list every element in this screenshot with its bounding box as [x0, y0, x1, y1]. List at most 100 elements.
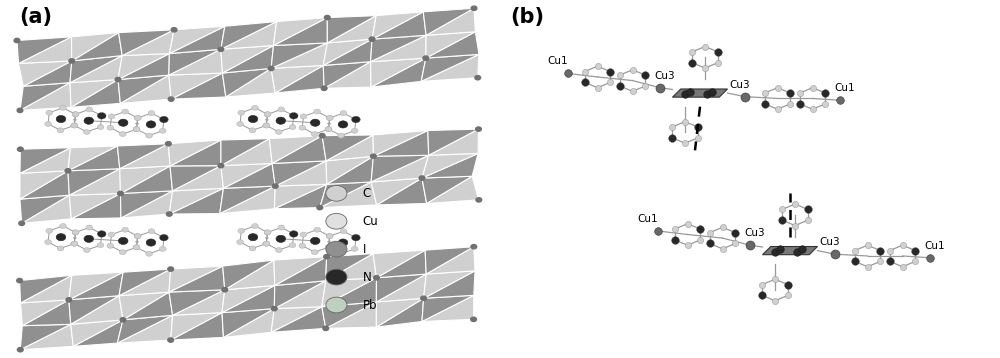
- Polygon shape: [326, 156, 373, 184]
- Circle shape: [107, 243, 114, 248]
- Circle shape: [326, 234, 333, 239]
- Polygon shape: [421, 54, 479, 81]
- Circle shape: [56, 115, 66, 122]
- Circle shape: [314, 109, 321, 114]
- Circle shape: [370, 154, 376, 158]
- Circle shape: [421, 296, 427, 300]
- Polygon shape: [222, 285, 275, 313]
- Circle shape: [326, 241, 347, 257]
- Polygon shape: [68, 146, 120, 171]
- Polygon shape: [69, 169, 120, 195]
- Polygon shape: [20, 148, 71, 173]
- Polygon shape: [371, 155, 429, 182]
- Circle shape: [171, 28, 177, 32]
- Circle shape: [97, 125, 104, 130]
- Circle shape: [289, 243, 296, 248]
- Polygon shape: [20, 324, 73, 350]
- Circle shape: [476, 198, 482, 202]
- Polygon shape: [274, 281, 326, 309]
- Polygon shape: [377, 178, 427, 205]
- Polygon shape: [223, 309, 274, 337]
- Polygon shape: [71, 33, 119, 61]
- Polygon shape: [117, 315, 173, 343]
- Polygon shape: [322, 135, 373, 161]
- Polygon shape: [122, 30, 174, 55]
- Polygon shape: [69, 194, 120, 219]
- Circle shape: [263, 123, 270, 128]
- Polygon shape: [422, 176, 472, 203]
- Circle shape: [119, 250, 126, 255]
- Circle shape: [272, 184, 278, 188]
- Circle shape: [264, 230, 271, 235]
- Circle shape: [237, 121, 243, 126]
- Circle shape: [374, 276, 379, 280]
- Polygon shape: [271, 43, 327, 68]
- Polygon shape: [327, 156, 373, 184]
- Circle shape: [166, 212, 172, 216]
- Circle shape: [168, 267, 174, 271]
- Circle shape: [46, 228, 53, 233]
- Circle shape: [97, 231, 106, 237]
- Polygon shape: [422, 154, 478, 178]
- Polygon shape: [20, 324, 71, 350]
- Circle shape: [108, 114, 115, 119]
- Polygon shape: [371, 35, 426, 62]
- Circle shape: [289, 231, 298, 237]
- Circle shape: [326, 213, 347, 229]
- Text: Cu1: Cu1: [637, 214, 658, 224]
- Polygon shape: [424, 271, 475, 298]
- Polygon shape: [72, 33, 122, 61]
- Text: I: I: [363, 243, 366, 256]
- Circle shape: [160, 234, 168, 241]
- Circle shape: [351, 246, 358, 251]
- Polygon shape: [70, 55, 122, 83]
- Polygon shape: [71, 194, 121, 219]
- Polygon shape: [323, 39, 372, 66]
- Polygon shape: [173, 290, 225, 315]
- Polygon shape: [223, 260, 274, 290]
- Circle shape: [325, 127, 332, 132]
- Polygon shape: [170, 166, 221, 191]
- Polygon shape: [424, 271, 475, 298]
- Polygon shape: [274, 184, 327, 209]
- Polygon shape: [371, 178, 422, 205]
- Circle shape: [115, 77, 121, 82]
- Polygon shape: [426, 32, 479, 58]
- Circle shape: [72, 230, 79, 235]
- Circle shape: [97, 243, 104, 248]
- Circle shape: [338, 251, 344, 256]
- Polygon shape: [173, 166, 223, 191]
- Circle shape: [17, 147, 23, 151]
- Polygon shape: [19, 37, 72, 63]
- Circle shape: [218, 47, 224, 52]
- Circle shape: [326, 115, 333, 120]
- Circle shape: [107, 125, 114, 130]
- Polygon shape: [169, 26, 225, 54]
- Circle shape: [338, 133, 344, 138]
- Circle shape: [146, 121, 156, 128]
- Circle shape: [264, 230, 271, 235]
- Circle shape: [325, 245, 332, 250]
- Polygon shape: [222, 309, 274, 337]
- Polygon shape: [221, 21, 277, 49]
- Polygon shape: [70, 55, 122, 83]
- Circle shape: [86, 107, 93, 112]
- Circle shape: [369, 37, 375, 41]
- Polygon shape: [323, 39, 372, 66]
- Circle shape: [324, 15, 330, 20]
- Polygon shape: [326, 135, 373, 161]
- Polygon shape: [171, 73, 226, 99]
- Circle shape: [120, 318, 126, 322]
- Polygon shape: [69, 272, 123, 300]
- Polygon shape: [20, 83, 70, 110]
- Polygon shape: [121, 191, 173, 218]
- Circle shape: [326, 269, 347, 285]
- Circle shape: [218, 164, 224, 168]
- Circle shape: [340, 111, 347, 116]
- Polygon shape: [120, 75, 171, 103]
- Polygon shape: [271, 307, 326, 332]
- Circle shape: [323, 326, 329, 330]
- Circle shape: [118, 192, 123, 196]
- Circle shape: [423, 56, 429, 60]
- Polygon shape: [371, 58, 426, 87]
